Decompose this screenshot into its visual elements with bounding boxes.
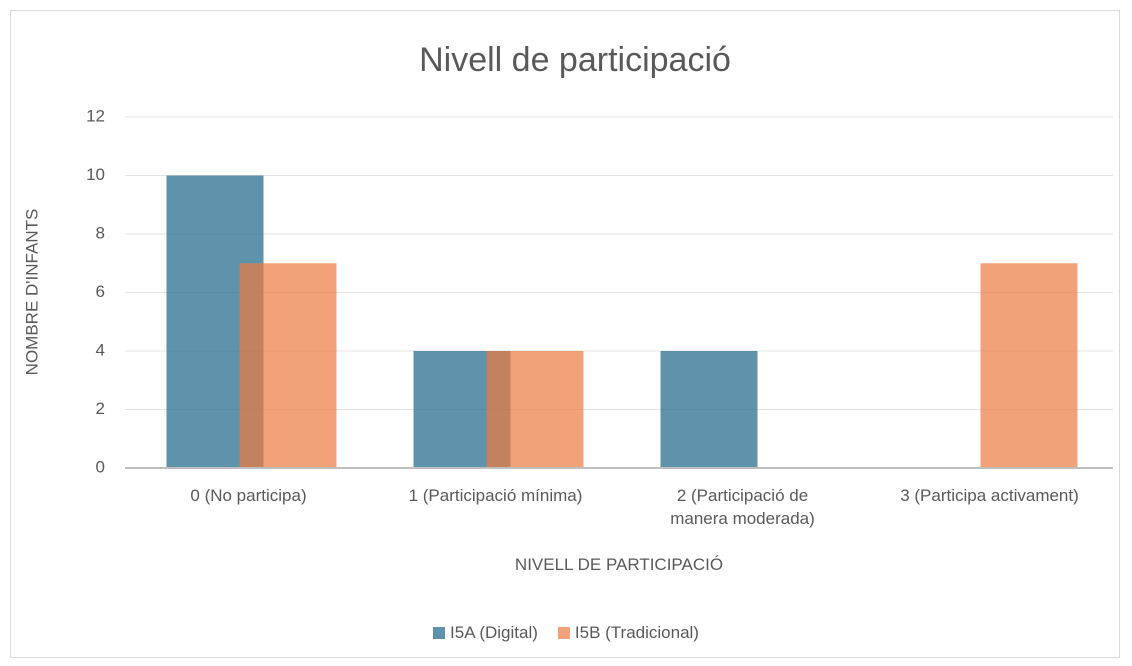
bar — [486, 351, 584, 468]
bar — [239, 263, 337, 468]
x-tick-label: 2 (Participació de manera moderada) — [670, 486, 815, 528]
y-axis-label: NOMBRE D'INFANTS — [22, 209, 41, 376]
bar — [660, 351, 758, 468]
y-tick-label: 8 — [96, 223, 105, 242]
legend-item: I5B (Tradicional) — [557, 623, 699, 643]
legend-label: I5A (Digital) — [450, 623, 538, 642]
x-tick-label: 1 (Participació mínima) — [408, 486, 583, 505]
y-tick-label: 2 — [96, 399, 105, 418]
legend-swatch — [433, 627, 446, 639]
chart-frame — [10, 10, 1120, 658]
y-tick-label: 10 — [86, 165, 105, 184]
legend-label: I5B (Tradicional) — [574, 623, 699, 642]
legend: I5A (Digital) I5B (Tradicional) — [0, 623, 1132, 643]
legend-item: I5A (Digital) — [433, 623, 538, 643]
x-tick-label: 3 (Participa activament) — [900, 486, 1079, 505]
y-tick-label: 0 — [96, 457, 105, 476]
x-axis-label: NIVELL DE PARTICIPACIÓ — [514, 555, 724, 574]
y-tick-label: 4 — [96, 340, 105, 359]
x-tick-label: 0 (No participa) — [190, 486, 307, 505]
chart-title: Nivell de participació — [419, 41, 731, 79]
bar — [980, 263, 1078, 468]
legend-swatch — [557, 627, 570, 639]
y-tick-label: 12 — [86, 106, 105, 125]
y-tick-label: 6 — [96, 282, 105, 301]
